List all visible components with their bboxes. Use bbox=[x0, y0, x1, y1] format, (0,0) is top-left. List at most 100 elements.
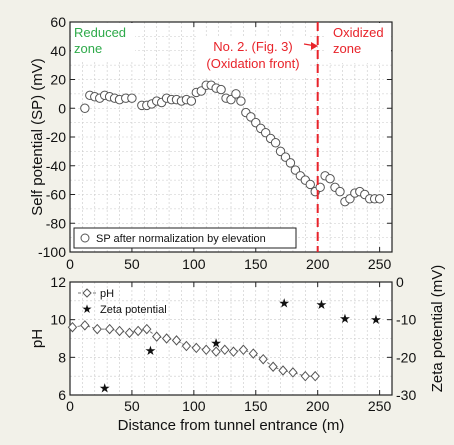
ph-point bbox=[161, 333, 172, 344]
x-tick-label: 200 bbox=[306, 256, 330, 272]
sp-point bbox=[80, 103, 90, 113]
ph-point bbox=[220, 344, 230, 356]
sp-point bbox=[186, 96, 197, 106]
ph-point bbox=[278, 365, 288, 376]
zeta-axis-title: Zeta potential (mV) bbox=[429, 265, 446, 393]
reduced-zone-text: zone bbox=[74, 41, 102, 56]
sp-point bbox=[270, 138, 281, 148]
ph-point bbox=[152, 331, 162, 342]
x-tick-label: 50 bbox=[124, 398, 140, 414]
reduced-zone-text: Reduced bbox=[74, 25, 126, 40]
reduced-zone-box bbox=[71, 23, 135, 61]
ph-point bbox=[80, 320, 90, 331]
sp-point bbox=[127, 93, 137, 103]
sp-point bbox=[216, 84, 226, 95]
x-tick-label: 100 bbox=[182, 256, 206, 272]
ph-point bbox=[300, 370, 310, 382]
y-right-tick-label: -30 bbox=[396, 387, 416, 403]
ph-point bbox=[258, 353, 268, 365]
sp-point bbox=[285, 158, 296, 168]
sp-legend: SP after normalization by elevation bbox=[73, 227, 297, 249]
ph-point bbox=[142, 323, 152, 335]
ph-point bbox=[248, 348, 258, 359]
zeta-point: ★ bbox=[339, 311, 351, 326]
ph-point bbox=[191, 342, 201, 354]
sp-point bbox=[305, 179, 315, 190]
sp-point bbox=[315, 182, 325, 193]
oxidized-zone-box bbox=[326, 23, 391, 63]
sp-legend-marker bbox=[80, 233, 90, 243]
x-tick-label: 150 bbox=[244, 398, 268, 414]
ph-legend-label: pH bbox=[100, 288, 114, 300]
front-arrowhead bbox=[311, 42, 318, 50]
ph-point bbox=[181, 340, 192, 352]
ph-point bbox=[124, 327, 135, 339]
sp-legend-label: SP after normalization by elevation bbox=[96, 233, 266, 245]
ph-point bbox=[133, 325, 143, 337]
oxidation-front-text: No. 2. (Fig. 3) bbox=[213, 39, 292, 54]
x-tick-label: 250 bbox=[368, 256, 392, 272]
plot-frame bbox=[69, 21, 393, 253]
zeta-point: ★ bbox=[316, 297, 328, 312]
plot-frame bbox=[69, 281, 393, 396]
sp-legend-box bbox=[73, 227, 297, 249]
sp-point bbox=[374, 194, 385, 204]
x-tick-label: 50 bbox=[124, 256, 140, 272]
ph-point bbox=[288, 367, 298, 378]
oxidation-front-box bbox=[198, 36, 308, 76]
y-tick-label: 60 bbox=[50, 14, 66, 30]
oxidation-front-text: (Oxidation front) bbox=[206, 56, 299, 71]
x-tick-label: 100 bbox=[182, 398, 206, 414]
ph-point bbox=[92, 323, 102, 335]
y-tick-label: 6 bbox=[58, 387, 66, 403]
y-tick-label: 8 bbox=[58, 349, 66, 365]
y-tick-label: 40 bbox=[50, 43, 66, 59]
sp-axis-title: Self potential (SP) (mV) bbox=[29, 58, 46, 216]
zeta-point: ★ bbox=[278, 296, 290, 311]
x-tick-label: 200 bbox=[306, 398, 330, 414]
y-tick-label: 0 bbox=[58, 100, 66, 116]
x-axis-title: Distance from tunnel entrance (m) bbox=[118, 417, 345, 434]
y-tick-label: -60 bbox=[46, 187, 66, 203]
sp-point bbox=[335, 186, 345, 197]
y-right-tick-label: -20 bbox=[396, 349, 416, 365]
zeta-point: ★ bbox=[145, 343, 157, 358]
zeta-point: ★ bbox=[370, 312, 382, 327]
sp-point bbox=[236, 96, 246, 106]
oxidized-zone-text: Oxidized bbox=[333, 25, 384, 40]
y-tick-label: 12 bbox=[50, 274, 66, 290]
ph-point bbox=[268, 361, 278, 373]
ph-point bbox=[211, 346, 221, 357]
ph-point bbox=[67, 321, 78, 333]
sp-point bbox=[231, 89, 241, 99]
y-tick-label: 20 bbox=[50, 72, 66, 88]
zeta-legend-label: Zeta potential bbox=[100, 304, 167, 316]
y-tick-label: -20 bbox=[46, 129, 66, 145]
zeta-legend-marker: ★ bbox=[82, 302, 93, 316]
sp-point bbox=[325, 173, 335, 184]
zeta-point: ★ bbox=[210, 335, 222, 350]
x-tick-label: 150 bbox=[244, 256, 268, 272]
ph-point bbox=[238, 344, 249, 356]
zeta-point: ★ bbox=[99, 380, 111, 395]
y-tick-label: -100 bbox=[38, 244, 66, 260]
bottom-legend: pH ★ Zeta potential bbox=[78, 288, 167, 316]
ph-axis-title: pH bbox=[29, 329, 46, 348]
x-tick-label: 250 bbox=[368, 398, 392, 414]
oxidation-front-label: No. 2. (Fig. 3) (Oxidation front) bbox=[198, 36, 308, 76]
ph-point bbox=[171, 335, 182, 346]
y-right-tick-label: 0 bbox=[396, 274, 404, 290]
ph-legend-marker bbox=[82, 288, 92, 298]
y-tick-label: -80 bbox=[46, 215, 66, 231]
y-tick-label: 10 bbox=[50, 312, 66, 328]
x-tick-label: 0 bbox=[66, 256, 74, 272]
y-right-tick-label: -10 bbox=[396, 312, 416, 328]
x-tick-label: 0 bbox=[66, 398, 74, 414]
ph-point bbox=[228, 346, 239, 357]
ph-point bbox=[114, 325, 125, 337]
y-tick-label: -40 bbox=[46, 158, 66, 174]
oxidized-zone-text: zone bbox=[333, 41, 361, 56]
